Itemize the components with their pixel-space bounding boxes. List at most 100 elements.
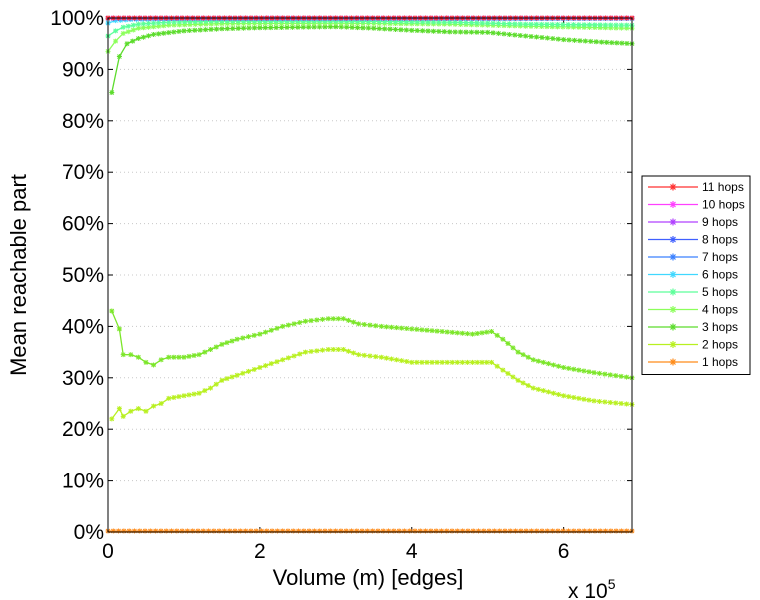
data-point-marker	[268, 327, 274, 333]
data-point-marker	[166, 30, 172, 36]
data-point-marker	[348, 528, 354, 534]
data-point-marker	[156, 23, 162, 29]
data-point-marker	[140, 21, 146, 27]
data-point-marker	[317, 528, 323, 534]
data-point-marker	[291, 321, 297, 327]
data-point-marker	[198, 18, 204, 24]
data-point-marker	[306, 24, 312, 30]
data-point-marker	[394, 357, 400, 363]
data-point-marker	[186, 28, 192, 34]
x-tick-label: 2	[254, 540, 266, 563]
data-point-marker	[370, 528, 376, 534]
data-point-marker	[382, 26, 388, 32]
data-point-marker	[195, 528, 201, 534]
data-point-marker	[161, 23, 167, 29]
data-point-marker	[135, 354, 141, 360]
data-point-marker	[468, 29, 474, 35]
legend-entry: 8 hops	[648, 233, 738, 247]
data-point-marker	[560, 22, 566, 28]
data-point-marker	[376, 26, 382, 32]
data-point-marker	[452, 29, 458, 35]
data-point-marker	[392, 26, 398, 32]
data-point-marker	[571, 395, 577, 401]
data-point-marker	[624, 401, 630, 407]
legend-entry: 3 hops	[648, 320, 738, 334]
data-point-marker	[203, 21, 209, 27]
data-point-marker	[404, 326, 410, 332]
data-point-marker	[243, 528, 249, 534]
data-point-marker	[505, 341, 511, 347]
data-point-marker	[429, 359, 435, 365]
data-point-marker	[146, 33, 152, 39]
data-point-marker	[139, 16, 145, 22]
data-point-marker	[340, 316, 346, 322]
data-point-marker	[143, 408, 149, 414]
data-point-marker	[409, 326, 415, 332]
data-point-marker	[365, 18, 371, 24]
data-point-marker	[145, 16, 151, 22]
data-point-marker	[587, 528, 593, 534]
legend-entry: 2 hops	[648, 338, 738, 352]
data-point-marker	[295, 18, 301, 24]
data-point-marker	[409, 27, 415, 33]
data-point-marker	[523, 21, 529, 27]
data-point-marker	[113, 28, 119, 34]
data-point-marker	[240, 370, 246, 376]
data-point-marker	[306, 18, 312, 24]
legend-marker	[669, 306, 677, 313]
data-point-marker	[581, 24, 587, 30]
data-point-marker	[289, 24, 295, 30]
data-point-marker	[474, 359, 480, 365]
y-tick-label: 10%	[62, 470, 104, 493]
data-point-marker	[484, 359, 490, 365]
x-tick-label: 0	[102, 540, 114, 563]
y-tick-label: 50%	[62, 264, 104, 287]
data-point-marker	[284, 24, 290, 30]
data-point-marker	[512, 32, 518, 38]
data-point-marker	[387, 19, 393, 25]
plot-background	[108, 18, 632, 532]
data-point-marker	[373, 354, 379, 360]
data-point-marker	[203, 27, 209, 33]
data-point-marker	[274, 325, 280, 331]
data-point-marker	[280, 357, 286, 363]
data-point-marker	[479, 359, 485, 365]
data-point-marker	[171, 29, 177, 35]
data-point-marker	[380, 528, 386, 534]
data-point-marker	[120, 413, 126, 419]
data-point-marker	[124, 41, 130, 47]
data-point-marker	[269, 528, 275, 534]
data-point-marker	[187, 22, 193, 28]
data-point-marker	[618, 22, 624, 28]
data-point-marker	[576, 395, 582, 401]
data-point-marker	[137, 528, 143, 534]
data-point-marker	[550, 36, 556, 42]
data-point-marker	[515, 349, 521, 355]
data-point-marker	[597, 528, 603, 534]
data-point-marker	[120, 352, 126, 358]
data-point-marker	[263, 329, 269, 335]
data-point-marker	[576, 528, 582, 534]
data-point-marker	[441, 29, 447, 35]
y-axis-label: Mean reachable part	[6, 174, 31, 376]
data-point-marker	[367, 322, 373, 328]
data-point-marker	[182, 19, 188, 25]
data-point-marker	[232, 528, 238, 534]
data-point-marker	[208, 347, 214, 353]
data-point-marker	[224, 18, 230, 24]
data-point-marker	[234, 372, 240, 378]
data-point-marker	[420, 28, 426, 34]
data-point-marker	[251, 18, 257, 24]
legend-label: 3 hops	[702, 320, 738, 334]
data-point-marker	[491, 528, 497, 534]
data-point-marker	[113, 38, 119, 44]
data-point-marker	[197, 27, 203, 33]
data-point-marker	[192, 19, 198, 25]
data-point-marker	[192, 21, 198, 27]
data-point-marker	[135, 406, 141, 412]
data-point-marker	[224, 21, 230, 27]
data-point-marker	[121, 528, 127, 534]
data-point-marker	[219, 377, 225, 383]
data-point-marker	[327, 18, 333, 24]
